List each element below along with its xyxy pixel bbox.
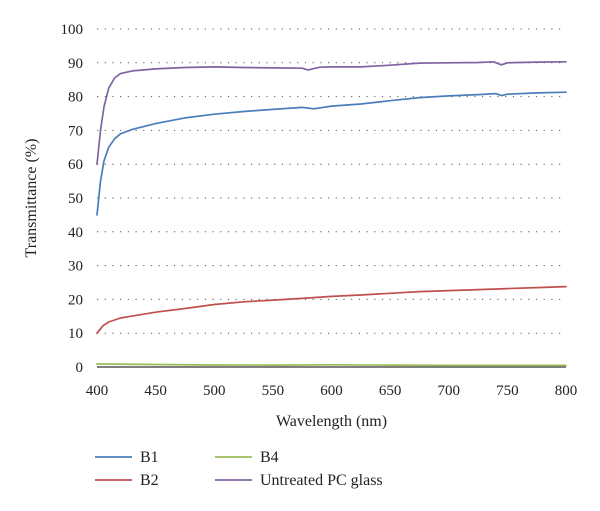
x-tick-label: 550 (262, 383, 285, 399)
x-tick-label: 750 (496, 383, 519, 399)
x-tick-label: 400 (86, 383, 109, 399)
y-tick-label: 20 (68, 292, 83, 308)
y-tick-label: 0 (76, 360, 84, 376)
legend-item-untreated-pc-glass: Untreated PC glass (215, 472, 383, 489)
legend-item-b1: B1 (95, 449, 159, 466)
series-line-b1 (96, 91, 567, 216)
grid-lines (97, 28, 566, 334)
x-tick-label: 650 (379, 383, 402, 399)
y-tick-label: 10 (68, 326, 83, 342)
series-line-b2 (96, 285, 567, 335)
x-axis-title: Wavelength (nm) (276, 413, 387, 430)
x-tick-label: 450 (144, 383, 167, 399)
y-tick-label: 50 (68, 191, 83, 207)
legend-label-b4: B4 (260, 449, 279, 466)
legend-item-b2: B2 (95, 472, 159, 489)
x-tick-label: 800 (555, 383, 578, 399)
legend-label-b2: B2 (140, 472, 159, 489)
y-tick-label: 90 (68, 56, 83, 72)
y-tick-label: 60 (68, 157, 83, 173)
y-tick-labels: 0 10 20 30 40 50 60 70 80 90 100 (61, 22, 84, 376)
y-tick-label: 40 (68, 225, 83, 241)
x-tick-labels: 400 450 500 550 600 650 700 750 800 (86, 383, 578, 399)
series-lines (96, 60, 567, 367)
series-line-untreated-pc-glass (96, 60, 567, 166)
legend-label-untreated-pc-glass: Untreated PC glass (260, 472, 383, 489)
series-line-b4 (96, 363, 567, 367)
y-tick-label: 80 (68, 90, 83, 106)
legend: B1 B2 B4 Untreated PC glass (95, 449, 383, 489)
y-tick-label: 100 (61, 22, 84, 38)
y-axis-title: Transmittance (%) (23, 139, 40, 258)
legend-item-b4: B4 (215, 449, 279, 466)
x-tick-label: 600 (320, 383, 343, 399)
legend-label-b1: B1 (140, 449, 159, 466)
y-tick-label: 70 (68, 123, 83, 139)
x-tick-label: 500 (203, 383, 226, 399)
y-tick-label: 30 (68, 259, 83, 275)
x-tick-label: 700 (438, 383, 461, 399)
